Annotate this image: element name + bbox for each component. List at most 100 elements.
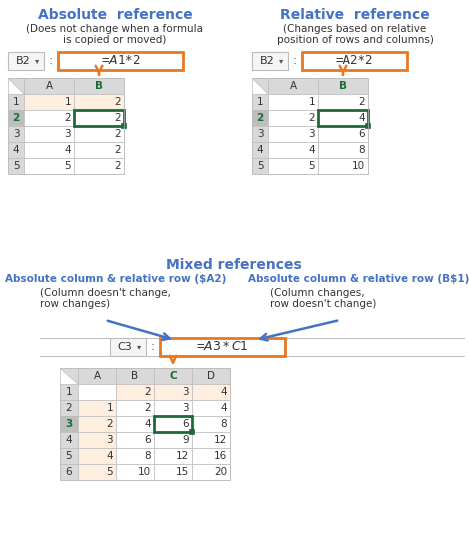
Bar — [78, 384, 116, 400]
Bar — [268, 142, 318, 158]
Polygon shape — [8, 78, 24, 94]
Text: 4: 4 — [220, 387, 227, 397]
Bar — [192, 448, 230, 464]
Bar — [154, 368, 192, 384]
Bar — [8, 78, 124, 174]
Bar — [24, 94, 74, 110]
Bar — [78, 400, 116, 416]
Bar — [365, 123, 370, 128]
Text: 12: 12 — [214, 435, 227, 445]
Text: 2: 2 — [66, 403, 72, 413]
Text: 1: 1 — [64, 97, 71, 107]
Text: :: : — [151, 341, 155, 354]
Text: 3: 3 — [309, 129, 315, 139]
Bar — [268, 78, 318, 94]
Bar — [318, 158, 368, 174]
Text: 8: 8 — [358, 145, 365, 155]
Text: 2: 2 — [114, 113, 121, 123]
Text: 4: 4 — [144, 419, 151, 429]
Bar — [8, 52, 44, 70]
Bar — [60, 432, 78, 448]
Text: B: B — [339, 81, 347, 91]
Text: 3: 3 — [65, 419, 73, 429]
Text: is copied or moved): is copied or moved) — [63, 35, 166, 45]
Text: 5: 5 — [309, 161, 315, 171]
Bar — [60, 448, 78, 464]
Bar — [192, 432, 230, 448]
Text: 5: 5 — [64, 161, 71, 171]
Text: 2: 2 — [144, 387, 151, 397]
Text: 9: 9 — [182, 435, 189, 445]
Text: ▾: ▾ — [35, 57, 39, 65]
Bar — [154, 432, 192, 448]
Bar — [268, 158, 318, 174]
Text: (Column changes,: (Column changes, — [270, 288, 364, 298]
Text: 1: 1 — [257, 97, 263, 107]
Text: ▾: ▾ — [279, 57, 283, 65]
Bar — [8, 110, 24, 126]
Bar — [78, 448, 116, 464]
Text: 6: 6 — [66, 467, 72, 477]
Bar — [189, 429, 194, 434]
Bar — [121, 123, 126, 128]
Bar — [318, 78, 368, 94]
Text: 1: 1 — [309, 97, 315, 107]
Text: 5: 5 — [257, 161, 263, 171]
Text: 4: 4 — [309, 145, 315, 155]
Text: Absolute  reference: Absolute reference — [38, 8, 192, 22]
Bar — [116, 400, 154, 416]
Text: 2: 2 — [114, 97, 121, 107]
Text: 2: 2 — [64, 113, 71, 123]
Bar — [116, 432, 154, 448]
Text: A: A — [45, 81, 53, 91]
Text: 3: 3 — [257, 129, 263, 139]
Bar — [24, 126, 74, 142]
Text: D: D — [207, 371, 215, 381]
Text: 3: 3 — [64, 129, 71, 139]
Text: 5: 5 — [106, 467, 113, 477]
Bar — [60, 400, 78, 416]
Text: 5: 5 — [13, 161, 19, 171]
Text: Absolute column & relative row (B$1): Absolute column & relative row (B$1) — [248, 274, 469, 284]
Text: position of rows and columns): position of rows and columns) — [277, 35, 433, 45]
Bar — [318, 94, 368, 110]
Text: =$A$1*2: =$A$1*2 — [101, 54, 140, 67]
Bar — [116, 448, 154, 464]
Bar — [60, 416, 78, 432]
Bar — [192, 400, 230, 416]
Text: :: : — [293, 54, 297, 67]
Text: A: A — [93, 371, 100, 381]
Text: Relative  reference: Relative reference — [280, 8, 430, 22]
Bar — [318, 142, 368, 158]
Text: 1: 1 — [66, 387, 72, 397]
Bar — [192, 464, 230, 480]
Text: 2: 2 — [144, 403, 151, 413]
Text: 8: 8 — [220, 419, 227, 429]
Text: 16: 16 — [214, 451, 227, 461]
Text: B2: B2 — [16, 56, 30, 66]
Bar — [154, 464, 192, 480]
Bar — [252, 110, 268, 126]
Bar — [154, 384, 192, 400]
Text: 6: 6 — [144, 435, 151, 445]
Bar — [116, 416, 154, 432]
Text: :: : — [49, 54, 53, 67]
Text: 3: 3 — [182, 403, 189, 413]
Text: 4: 4 — [106, 451, 113, 461]
Text: B: B — [131, 371, 138, 381]
Bar — [60, 464, 78, 480]
Text: 2: 2 — [309, 113, 315, 123]
Bar — [252, 52, 288, 70]
Bar — [8, 126, 24, 142]
Bar — [74, 110, 124, 126]
Bar — [58, 52, 183, 70]
Bar — [78, 432, 116, 448]
Text: 3: 3 — [182, 387, 189, 397]
Text: 10: 10 — [352, 161, 365, 171]
Bar — [110, 338, 146, 356]
Bar — [192, 368, 230, 384]
Bar — [192, 416, 230, 432]
Text: 4: 4 — [257, 145, 263, 155]
Bar — [318, 110, 368, 126]
Text: 4: 4 — [13, 145, 19, 155]
